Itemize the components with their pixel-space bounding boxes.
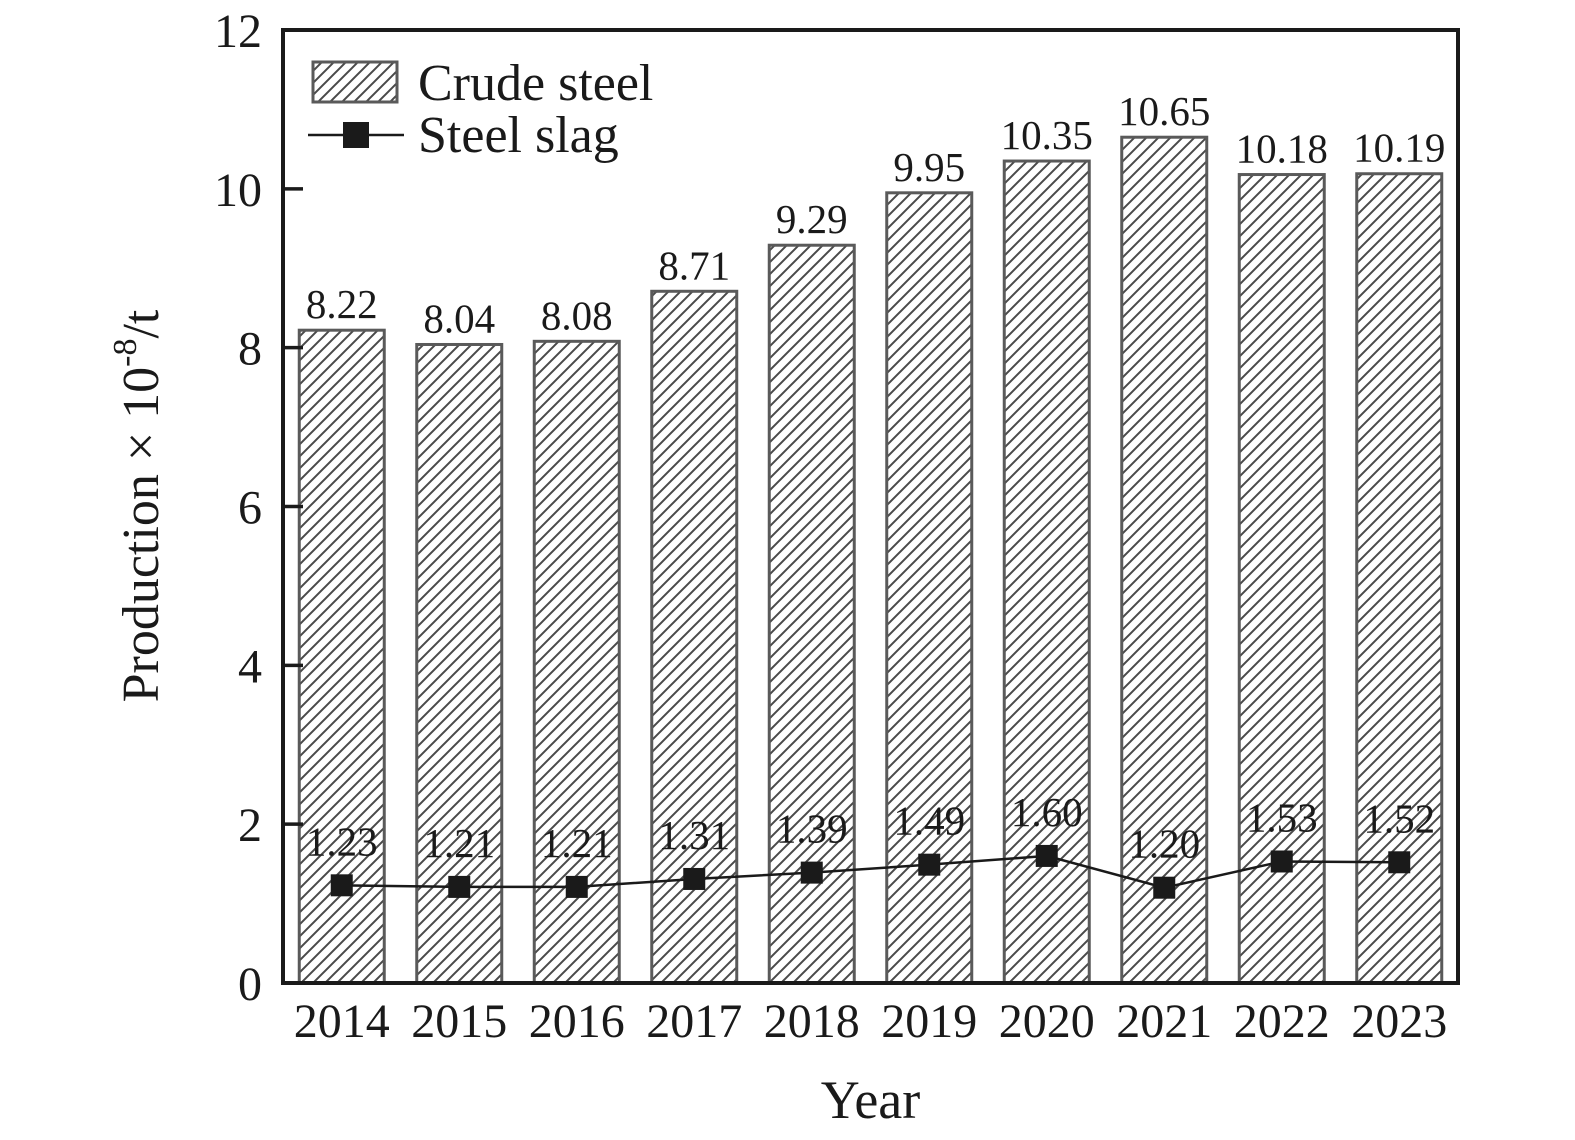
legend-marker-steel-slag (343, 122, 369, 148)
bar-2019 (885, 191, 974, 985)
x-tick-label: 2022 (1234, 995, 1330, 1048)
y-tick-label: 8 (238, 323, 262, 376)
x-tick-label: 2019 (881, 995, 977, 1048)
x-tick-label: 2017 (646, 995, 742, 1048)
bar-value-label: 10.35 (1001, 112, 1093, 158)
legend-swatch-crude-steel (311, 60, 399, 104)
bar-value-label: 9.95 (893, 144, 965, 190)
y-tick-label: 12 (214, 5, 262, 58)
bar-series-crude-steel: 8.22 8.04 8.08 8.71 9.29 9.95 10.35 10.65 10.18 1… (297, 88, 1445, 985)
bar-value-label: 10.18 (1236, 126, 1328, 172)
x-tick-label: 2023 (1351, 995, 1447, 1048)
bar-2014 (297, 328, 386, 985)
bar-2020 (1002, 159, 1091, 985)
bar-value-label: 8.04 (423, 295, 495, 341)
bar-value-label: 10.19 (1353, 125, 1445, 171)
y-tick-label: 0 (238, 958, 262, 1011)
bar-2021 (1120, 135, 1209, 985)
steel-slag-line (341, 854, 1400, 889)
bar-value-label: 8.71 (658, 242, 730, 288)
line-series-steel-slag: 1.23 1.21 1.21 1.31 1.39 1.49 1.60 1.20 1.53 1.52 (306, 789, 1435, 899)
line-value-label: 1.21 (541, 820, 613, 866)
legend-label-steel-slag: Steel slag (418, 107, 619, 164)
steel-slag-marker (918, 853, 941, 876)
bar-value-label: 10.65 (1118, 88, 1210, 134)
y-tick-label: 4 (238, 640, 262, 693)
bar-2022 (1237, 173, 1326, 985)
x-tick-label: 2015 (411, 995, 507, 1048)
line-value-label: 1.60 (1011, 789, 1083, 835)
line-value-label: 1.20 (1128, 821, 1200, 867)
bar-value-label: 8.08 (541, 292, 613, 338)
steel-slag-marker (1270, 850, 1293, 873)
steel-slag-marker (683, 867, 706, 890)
x-tick-label: 2018 (764, 995, 860, 1048)
bar-value-label: 9.29 (776, 196, 848, 242)
y-tick-label: 2 (238, 799, 262, 852)
steel-slag-marker (330, 874, 353, 897)
y-tick-label: 10 (214, 164, 262, 217)
steel-slag-marker (565, 875, 588, 898)
line-value-label: 1.21 (423, 820, 495, 866)
x-axis-title: Year (821, 1070, 921, 1130)
y-tick-label: 6 (238, 482, 262, 535)
line-value-label: 1.49 (893, 798, 965, 844)
bar-2023 (1355, 172, 1444, 985)
line-value-label: 1.23 (306, 818, 378, 864)
steel-slag-marker (1035, 844, 1058, 867)
x-tick-label: 2014 (294, 995, 390, 1048)
y-axis: 0 2 4 6 8 10 12 (214, 5, 303, 1011)
legend-label-crude-steel: Crude steel (418, 55, 653, 112)
x-tick-label: 2016 (529, 995, 625, 1048)
line-value-label: 1.31 (658, 812, 730, 858)
x-axis: 2014 2015 2016 2017 2018 2019 2020 2021 2022 2023 (294, 995, 1448, 1048)
line-value-label: 1.39 (776, 806, 848, 852)
plot-area-border (281, 28, 1460, 985)
steel-slag-marker (800, 861, 823, 884)
steel-slag-marker (448, 875, 471, 898)
steel-slag-marker (1153, 876, 1176, 899)
line-value-label: 1.52 (1363, 795, 1435, 841)
bar-value-label: 8.22 (306, 281, 378, 327)
y-axis-title: Production × 10-8/t (107, 309, 170, 702)
bar-2017 (650, 289, 739, 985)
steel-slag-marker (1388, 851, 1411, 874)
line-value-label: 1.53 (1246, 794, 1318, 840)
x-tick-label: 2020 (999, 995, 1095, 1048)
x-tick-label: 2021 (1116, 995, 1212, 1048)
